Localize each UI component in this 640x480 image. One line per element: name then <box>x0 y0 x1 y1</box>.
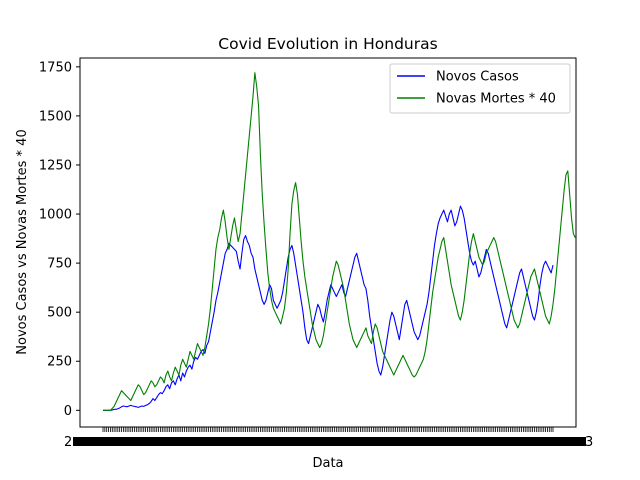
series-line-0 <box>103 205 554 411</box>
y-axis: 0 250 500 750 1000 1250 1500 1750 <box>39 60 80 419</box>
y-tick-label: 1000 <box>39 208 72 223</box>
y-tick-label: 750 <box>47 257 72 272</box>
y-tick-label: 1750 <box>39 60 72 75</box>
legend-label: Novas Mortes * 40 <box>436 92 556 107</box>
y-tick-label: 0 <box>64 404 72 419</box>
y-tick-label: 1250 <box>39 158 72 173</box>
legend-label: Novos Casos <box>436 70 519 85</box>
x-axis-title: Data <box>312 456 343 471</box>
y-tick-label: 500 <box>47 306 72 321</box>
chart-title: Covid Evolution in Honduras <box>218 35 437 53</box>
y-tick-label: 1500 <box>39 109 72 124</box>
legend: Novos Casos Novas Mortes * 40 <box>389 63 571 114</box>
plot-area-frame <box>79 57 577 428</box>
x-tick-label-last: 3 <box>585 435 593 450</box>
y-tick-label: 250 <box>47 355 72 370</box>
series-line-1 <box>103 72 576 411</box>
y-axis-title: Novos Casos vs Novas Mortes * 40 <box>15 129 30 354</box>
legend-box <box>389 63 571 114</box>
x-tick-labels-overlap <box>73 437 586 446</box>
x-tick-label-first: 2 <box>64 435 72 450</box>
